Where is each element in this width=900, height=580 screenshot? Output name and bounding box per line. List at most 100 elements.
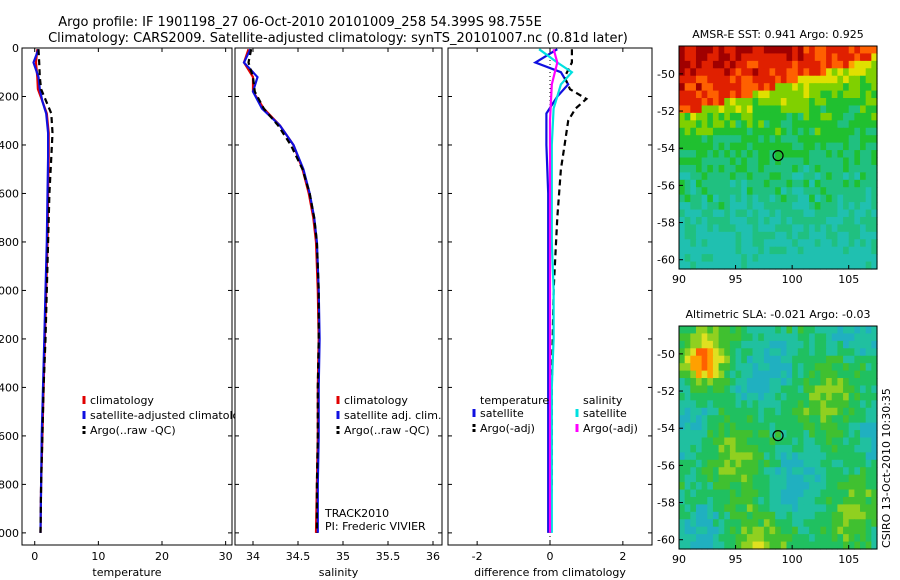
map-cell xyxy=(752,254,759,263)
map-cell xyxy=(695,415,703,424)
map-cell xyxy=(769,437,776,446)
map-cell xyxy=(718,246,725,255)
map-cell xyxy=(729,46,737,55)
map-cell xyxy=(769,261,776,270)
map-cell xyxy=(831,224,838,233)
map-cell xyxy=(775,534,782,543)
map-cell xyxy=(746,459,754,468)
argo-float-marker xyxy=(772,150,784,162)
map-cell xyxy=(724,164,731,173)
map-cell xyxy=(724,326,731,335)
map-cell xyxy=(690,348,697,357)
map-cell xyxy=(843,142,850,151)
map-cell xyxy=(809,224,816,233)
map-cell xyxy=(752,46,759,55)
map-cell xyxy=(820,363,827,372)
map-cell xyxy=(826,474,833,483)
map-cell xyxy=(837,164,844,173)
map-cell xyxy=(735,53,742,62)
map-cell xyxy=(735,363,742,372)
map-cell xyxy=(814,157,822,166)
map-cell xyxy=(690,179,697,188)
map-cell xyxy=(758,105,765,114)
map-cell xyxy=(809,254,816,263)
map-cell xyxy=(865,179,872,188)
map-frame xyxy=(678,325,878,550)
map-cell xyxy=(746,150,754,159)
map-cell xyxy=(831,415,838,424)
map-cell xyxy=(695,407,703,416)
map-cell xyxy=(803,90,810,99)
map-cell xyxy=(707,526,714,535)
map-cell xyxy=(707,422,714,431)
map-cell xyxy=(826,430,833,439)
map-cell xyxy=(741,127,748,136)
map-cell xyxy=(763,511,771,520)
map-cell xyxy=(780,112,788,121)
map-cell xyxy=(780,444,788,453)
map-cell xyxy=(831,496,838,505)
map-cell xyxy=(752,68,759,77)
map-cell xyxy=(712,504,720,513)
map-cell xyxy=(724,98,731,107)
map-cell xyxy=(741,526,748,535)
map-cell xyxy=(786,496,793,505)
map-cell xyxy=(707,105,714,114)
map-cell xyxy=(769,83,776,92)
map-cell xyxy=(820,105,827,114)
map-cell xyxy=(701,504,708,513)
map-cell xyxy=(752,53,759,62)
map-cell xyxy=(741,90,748,99)
map-cell xyxy=(763,474,771,483)
map-cell xyxy=(724,194,731,203)
map-cell xyxy=(707,60,714,69)
map-cell xyxy=(718,430,725,439)
map-cell xyxy=(712,179,720,188)
map-cell xyxy=(695,105,703,114)
map-cell xyxy=(752,511,759,520)
map-cell xyxy=(684,216,691,225)
map-cell xyxy=(718,467,725,476)
map-cell xyxy=(831,333,838,342)
map-cell xyxy=(854,254,861,263)
map-cell xyxy=(701,224,708,233)
map-cell xyxy=(797,179,805,188)
map-cell xyxy=(843,519,850,528)
map-cell xyxy=(786,511,793,520)
map-cell xyxy=(679,482,686,491)
map-cell xyxy=(826,437,833,446)
map-cell xyxy=(690,150,697,159)
map-cell xyxy=(831,355,838,364)
map-cell xyxy=(854,474,861,483)
map-cell xyxy=(763,68,771,77)
map-cell xyxy=(729,363,737,372)
map-cell xyxy=(848,216,855,225)
map-cell xyxy=(786,46,793,55)
map-cell xyxy=(809,511,816,520)
map-cell xyxy=(752,164,759,173)
map-cell xyxy=(809,407,816,416)
map-cell xyxy=(695,333,703,342)
map-cell xyxy=(718,46,725,55)
map-cell xyxy=(758,385,765,394)
map-cell xyxy=(865,363,872,372)
map-cell xyxy=(712,370,720,379)
map-cell xyxy=(814,422,822,431)
map-cell xyxy=(769,340,776,349)
map-cell xyxy=(803,385,810,394)
map-cell xyxy=(826,340,833,349)
map-cell xyxy=(684,482,691,491)
map-cell xyxy=(684,444,691,453)
map-cell xyxy=(741,179,748,188)
map-cell xyxy=(769,430,776,439)
map-cell xyxy=(758,83,765,92)
map-cell xyxy=(769,179,776,188)
map-cell xyxy=(803,511,810,520)
map-cell xyxy=(712,407,720,416)
map-cell xyxy=(707,261,714,270)
map-cell xyxy=(718,437,725,446)
map-cell xyxy=(797,46,805,55)
map-cell xyxy=(752,504,759,513)
map-cell xyxy=(803,415,810,424)
map-cell xyxy=(763,224,771,233)
